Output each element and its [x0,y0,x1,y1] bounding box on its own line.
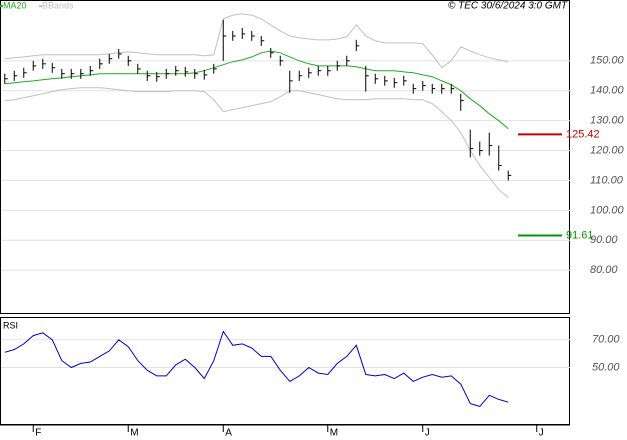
rsi-tick-label: 50.00 [592,361,620,373]
ma20-line [4,50,509,130]
rsi-panel [0,317,570,425]
y-tick-label: 110.00 [590,174,624,186]
rsi-tick-label: 70.00 [592,334,620,346]
y-tick-label: 90.00 [590,234,618,246]
rsi-line [4,330,509,407]
y-tick-label: 150.00 [590,55,625,67]
x-tick-label: M [130,428,138,439]
x-tick-label: J [539,428,544,439]
x-tick-label: J [425,428,430,439]
x-tick-label: M [330,428,338,439]
level-label: 91.61 [566,229,594,241]
x-tick-label: F [35,428,41,439]
bband-lower [4,87,509,198]
price-panel [0,0,570,314]
y-tick-label: 120.00 [590,144,625,156]
legend-label: MA20 [3,0,27,10]
legend-label: BBands [42,0,74,10]
bband-upper [4,13,509,69]
y-tick-label: 100.00 [590,204,625,216]
x-tick-label: A [225,428,232,439]
y-tick-label: 130.00 [590,115,625,127]
y-tick-label: 80.00 [590,264,618,276]
rsi-label: RSI [3,320,18,330]
level-label: 125.42 [566,128,600,140]
y-tick-label: 140.00 [590,85,625,97]
header: © TEC 30/6/2024 3:0 GMT [448,1,568,12]
